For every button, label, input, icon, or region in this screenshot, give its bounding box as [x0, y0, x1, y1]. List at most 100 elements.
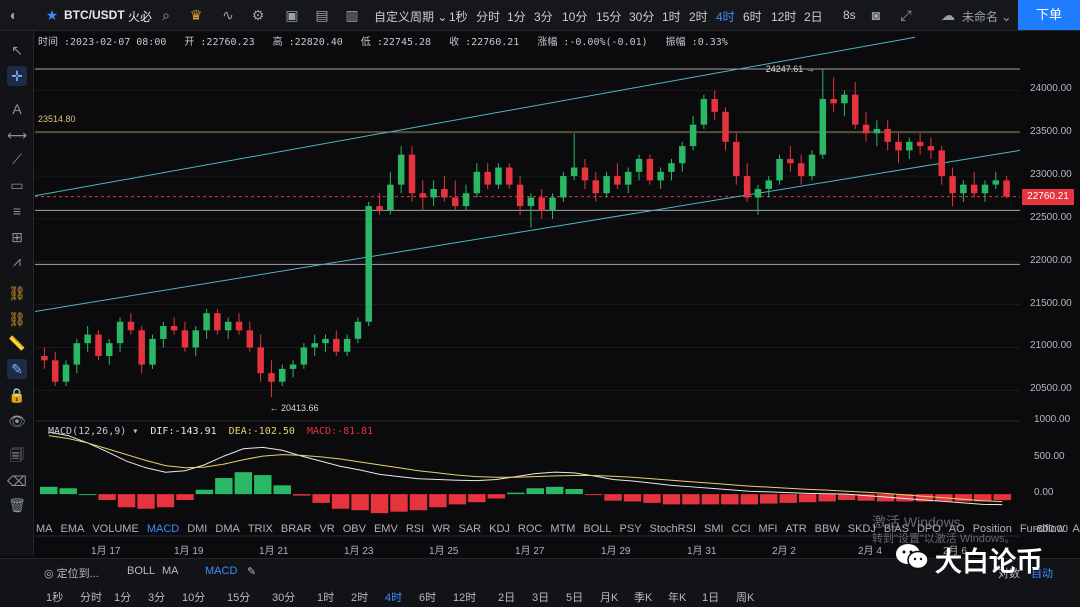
period-6[interactable]: 30分 [629, 10, 655, 24]
fibonacci-icon[interactable]: ≡ [12, 203, 22, 219]
log-scale-toggle[interactable]: 对数 [998, 568, 1020, 580]
macd-title[interactable]: MACD(12,26,9) [48, 426, 127, 437]
horizontal-line-icon[interactable]: ⟷ [7, 127, 28, 143]
calendar-icon[interactable]: ▤ [315, 7, 329, 23]
indicator-tab-25[interactable]: SKDJ [847, 523, 876, 535]
period-9[interactable]: 4时 [716, 10, 735, 24]
bottom-period-18[interactable]: 1日 [702, 592, 720, 604]
link-icon[interactable]: ⛓ [8, 311, 26, 327]
layout-icon[interactable]: ▥ [345, 7, 359, 23]
indicator-tab-9[interactable]: OBV [342, 523, 366, 535]
favorite-star-icon[interactable]: ★ [45, 7, 59, 23]
indicator-tab-22[interactable]: MFI [758, 523, 778, 535]
indicator-tab-23[interactable]: ATR [785, 523, 807, 535]
rectangle-icon[interactable]: ▭ [10, 177, 24, 193]
indicator-icon[interactable]: ∿ [222, 7, 234, 23]
bottom-period-6[interactable]: 30分 [272, 592, 296, 604]
bottom-period-1[interactable]: 分时 [80, 592, 102, 604]
crown-icon[interactable]: ♛ [189, 7, 203, 23]
indicator-tab-18[interactable]: PSY [619, 523, 642, 535]
indicator-tab-17[interactable]: BOLL [583, 523, 612, 535]
bookmark-icon[interactable]: 🗐 [10, 447, 24, 463]
indicator-tab-31[interactable]: AI-NetVOL [1072, 523, 1080, 535]
tag-boll[interactable]: BOLL [127, 565, 156, 577]
search-icon[interactable]: ⌕ [162, 7, 170, 23]
indicator-tab-29[interactable]: Position [972, 523, 1012, 535]
exchange-label[interactable]: 火必 [128, 10, 153, 24]
indicator-tab-28[interactable]: AO [948, 523, 965, 535]
bottom-period-17[interactable]: 年K [668, 592, 687, 604]
period-3[interactable]: 3分 [534, 10, 553, 24]
indicator-tab-5[interactable]: DMA [215, 523, 240, 535]
bottom-period-14[interactable]: 5日 [566, 592, 584, 604]
indicator-tab-19[interactable]: StochRSI [649, 523, 697, 535]
indicator-tab-7[interactable]: BRAR [280, 523, 312, 535]
indicator-tab-20[interactable]: SMI [704, 523, 724, 535]
trash-icon[interactable]: 🗑 [8, 497, 26, 513]
eye-icon[interactable]: 👁 [8, 413, 26, 429]
indicator-tab-26[interactable]: BIAS [883, 523, 909, 535]
indicator-tab-27[interactable]: DPO [916, 523, 941, 535]
edit-icon[interactable]: ✎ [247, 566, 257, 578]
bottom-period-15[interactable]: 月K [600, 592, 619, 604]
tag-ma[interactable]: MA [162, 565, 179, 577]
indicator-tab-15[interactable]: ROC [517, 523, 543, 535]
magnet-icon[interactable]: ⛓ [8, 285, 26, 301]
indicator-tab-11[interactable]: RSI [405, 523, 425, 535]
period-5[interactable]: 15分 [596, 10, 622, 24]
period-0[interactable]: 1秒 [449, 10, 468, 24]
settings-icon[interactable]: ⚙ [251, 7, 265, 23]
period-11[interactable]: 12时 [771, 10, 797, 24]
indicator-tab-30[interactable]: Fundflow [1019, 523, 1065, 535]
indicator-tab-24[interactable]: BBW [814, 523, 840, 535]
tag-macd[interactable]: MACD [205, 565, 238, 577]
lock-icon[interactable]: 🔒 [8, 387, 26, 403]
bottom-period-19[interactable]: 周K [736, 592, 755, 604]
cursor-icon[interactable]: ↖ [11, 42, 23, 58]
user-label[interactable]: 未命名 ⌄ [962, 10, 1012, 24]
indicator-tab-12[interactable]: WR [432, 523, 451, 535]
indicator-tab-16[interactable]: MTM [550, 523, 576, 535]
indicator-tab-21[interactable]: CCI [731, 523, 751, 535]
indicator-tab-4[interactable]: DMI [187, 523, 208, 535]
ruler-icon[interactable]: 📏 [8, 335, 26, 351]
bottom-period-3[interactable]: 3分 [148, 592, 166, 604]
price-chart[interactable]: 24247.61 → ← 20413.66 23514.80 [35, 31, 1025, 538]
period-12[interactable]: 2日 [804, 10, 823, 24]
bottom-period-4[interactable]: 10分 [182, 592, 206, 604]
text-icon[interactable]: A [12, 101, 22, 117]
wave-icon[interactable]: ⩘ [13, 253, 21, 269]
refresh-interval[interactable]: 8s [843, 8, 856, 22]
macd-dropdown-icon[interactable]: ▾ [132, 426, 139, 437]
bottom-period-7[interactable]: 1时 [317, 592, 335, 604]
indicator-tab-14[interactable]: KDJ [489, 523, 510, 535]
indicator-tab-8[interactable]: VR [319, 523, 335, 535]
period-10[interactable]: 6时 [743, 10, 762, 24]
auto-scale-toggle[interactable]: 自动 [1031, 568, 1053, 580]
bottom-period-11[interactable]: 12时 [453, 592, 477, 604]
period-2[interactable]: 1分 [507, 10, 526, 24]
crosshair-icon[interactable]: ✛ [7, 66, 27, 86]
period-7[interactable]: 1时 [662, 10, 681, 24]
indicator-tab-13[interactable]: SAR [458, 523, 482, 535]
grid-icon[interactable]: ⊞ [11, 229, 23, 245]
bottom-period-2[interactable]: 1分 [114, 592, 132, 604]
fullscreen-icon[interactable]: ⤢ [900, 7, 912, 23]
bottom-period-12[interactable]: 2日 [498, 592, 516, 604]
indicator-tab-1[interactable]: EMA [60, 523, 85, 535]
cloud-icon[interactable]: ☁ [941, 7, 955, 23]
camera-icon[interactable]: ◙ [871, 7, 881, 23]
template-icon[interactable]: ▣ [285, 7, 299, 23]
symbol-label[interactable]: BTC/USDT [64, 8, 125, 22]
bottom-period-8[interactable]: 2时 [351, 592, 369, 604]
bottom-period-10[interactable]: 6时 [419, 592, 437, 604]
custom-period-dropdown[interactable]: 自定义周期 ⌄ [374, 10, 448, 24]
pen-icon[interactable]: ✎ [7, 359, 27, 379]
bottom-period-13[interactable]: 3日 [532, 592, 550, 604]
locate-button[interactable]: ◎ 定位到... [44, 568, 99, 580]
period-1[interactable]: 分时 [476, 10, 501, 24]
period-8[interactable]: 2时 [689, 10, 708, 24]
bottom-period-16[interactable]: 季K [634, 592, 653, 604]
bottom-period-5[interactable]: 15分 [227, 592, 251, 604]
indicator-tab-3[interactable]: MACD [146, 523, 180, 535]
